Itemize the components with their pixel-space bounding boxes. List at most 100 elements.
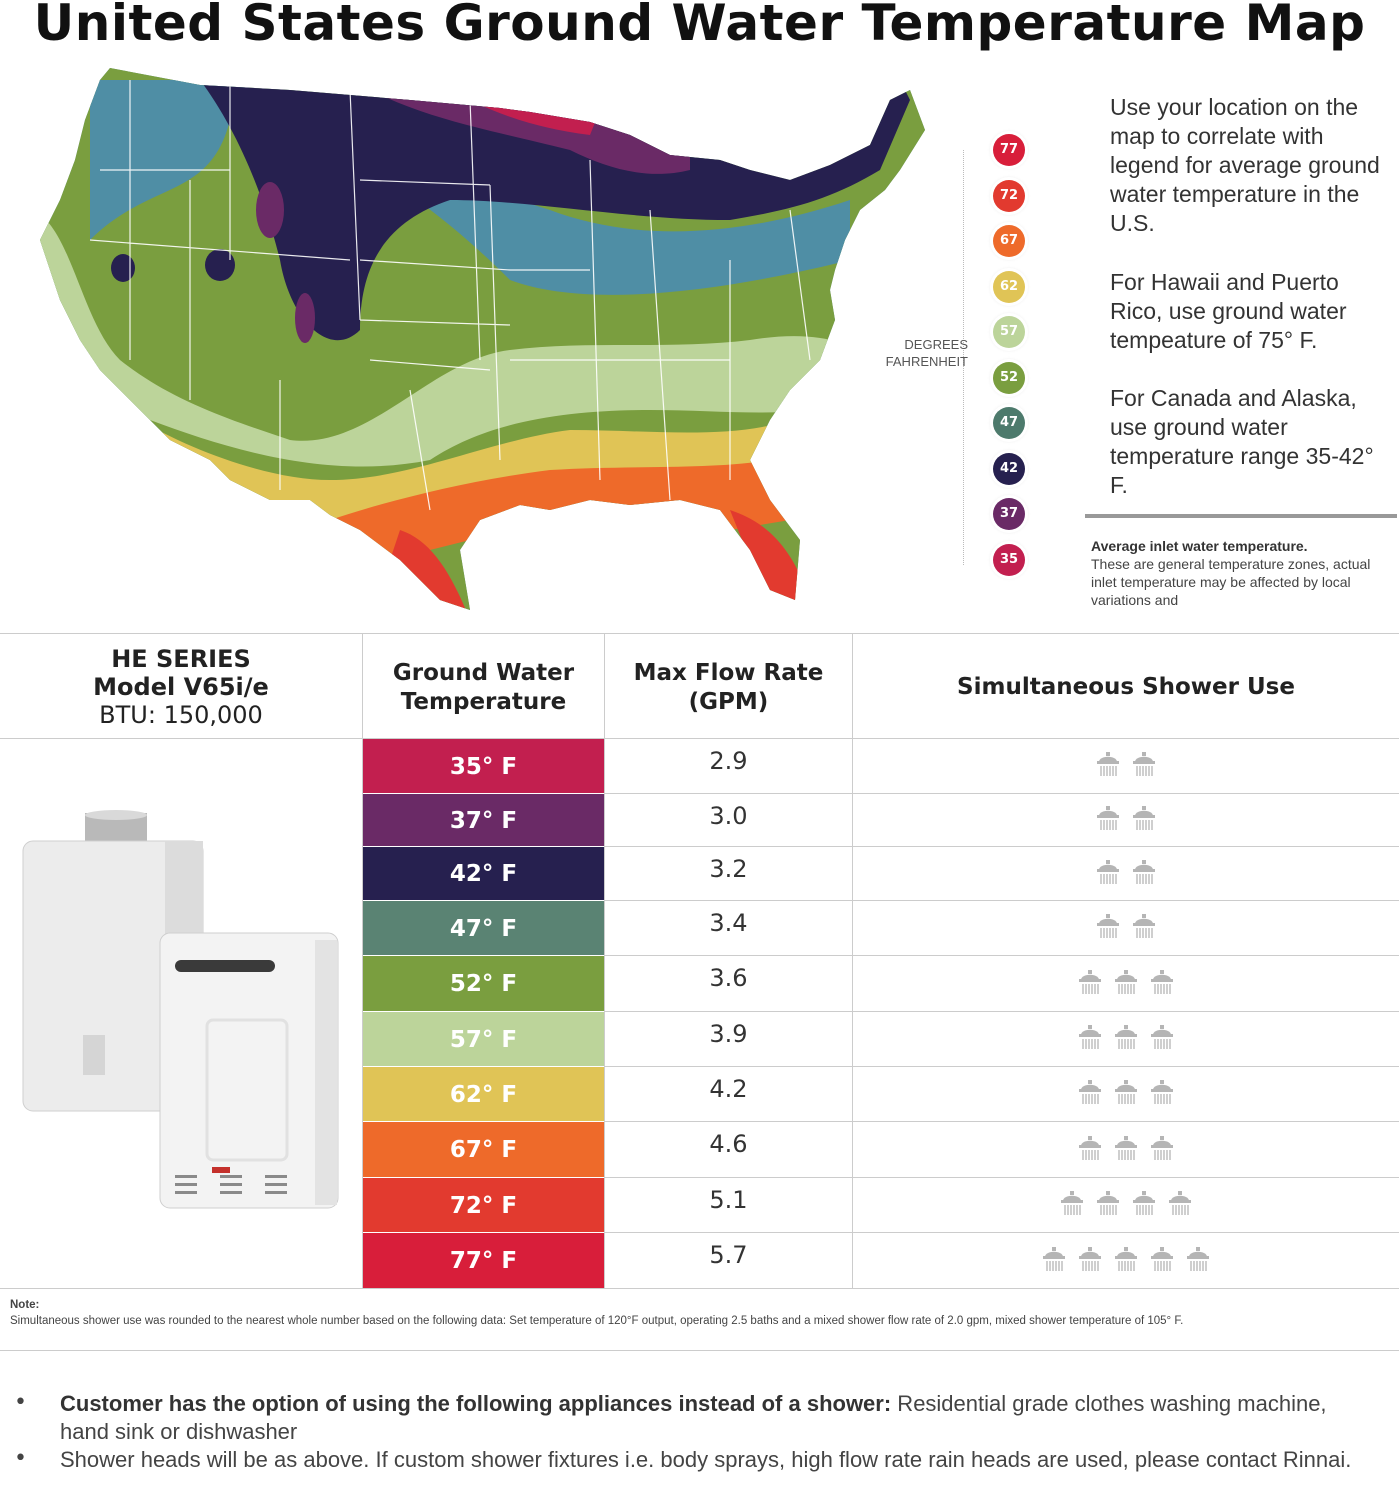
legend-dot-42: 42 [993,453,1025,485]
row-divider [604,1232,1399,1233]
row-divider [604,846,1399,847]
shower-use-cell [853,1012,1399,1066]
shower-head-icon [1075,1022,1105,1056]
legend-unit-line1: DEGREES [904,337,968,352]
temperature-cell: 35° F [363,739,604,793]
row-divider [604,793,1399,794]
hawaii-note: For Hawaii and Puerto Rico, use ground w… [1110,269,1347,353]
legend-dot-67: 67 [993,225,1025,257]
bullet-marker: • [14,1390,27,1415]
shower-head-icon [1129,911,1159,945]
header-max-flow-rate: Max Flow Rate (GPM) [633,660,824,715]
shower-head-icon [1075,1133,1105,1167]
header-simultaneous-shower-use: Simultaneous Shower Use [957,674,1295,700]
model-series: HE SERIES [111,645,251,673]
shower-head-icon [1093,803,1123,837]
shower-head-icon [1183,1244,1213,1278]
bullet-shower-heads: Shower heads will be as above. If custom… [60,1447,1352,1472]
shower-head-icon [1093,911,1123,945]
model-btu: BTU: 150,000 [99,701,263,729]
shower-head-icon [1075,967,1105,1001]
shower-head-icon [1075,1077,1105,1111]
shower-head-icon [1093,1188,1123,1222]
legend-dot-77: 77 [993,134,1025,166]
temperature-cell: 72° F [363,1178,604,1232]
shower-use-cell [853,1067,1399,1121]
row-divider [604,1177,1399,1178]
us-temperature-map [40,68,925,610]
temperature-cell: 77° F [363,1233,604,1288]
water-heater-image [22,810,339,1209]
note-label: Note: [10,1299,40,1311]
shower-head-icon [1147,967,1177,1001]
shower-head-icon [1129,857,1159,891]
legend-dot-62: 62 [993,271,1025,303]
flow-rate-cell: 3.4 [709,909,748,937]
side-divider [1085,514,1397,518]
shower-head-icon [1129,749,1159,783]
column-divider [362,633,363,1288]
row-divider [604,1121,1399,1122]
shower-use-cell [853,1122,1399,1177]
row-divider [604,1011,1399,1012]
canada-note: For Canada and Alaska, use ground water … [1110,385,1374,498]
header-ground-water-temp: Ground Water Temperature [392,660,575,715]
legend-dot-52: 52 [993,362,1025,394]
flow-rate-cell: 4.2 [709,1075,748,1103]
row-divider [604,955,1399,956]
bullet-appliances-text: Residential grade clothes washing machin… [60,1391,1327,1444]
shower-head-icon [1111,967,1141,1001]
shower-use-cell [853,739,1399,793]
table-header-border [0,738,1399,739]
column-divider [604,633,605,1288]
shower-head-icon [1165,1188,1195,1222]
legend-dot-37: 37 [993,498,1025,530]
shower-use-cell [853,1233,1399,1288]
shower-head-icon [1057,1188,1087,1222]
legend-dot-72: 72 [993,180,1025,212]
flow-rate-cell: 5.1 [709,1186,748,1214]
table-bottom-border [0,1288,1399,1289]
flow-rate-cell: 3.6 [709,964,748,992]
bullet-appliances: Customer has the option of using the fol… [60,1390,1380,1446]
shower-head-icon [1111,1133,1141,1167]
legend-unit-label: DEGREES FAHRENHEIT [870,336,968,370]
shower-head-icon [1039,1244,1069,1278]
shower-head-icon [1129,803,1159,837]
model-number: Model V65i/e [93,673,269,701]
flow-rate-cell: 2.9 [709,747,748,775]
shower-use-cell [853,956,1399,1011]
temperature-cell: 62° F [363,1067,604,1121]
row-divider [604,1066,1399,1067]
flow-rate-cell: 5.7 [709,1241,748,1269]
note-text: Simultaneous shower use was rounded to t… [10,1315,1184,1327]
note-bottom-border [0,1350,1399,1351]
shower-head-icon [1147,1077,1177,1111]
shower-head-icon [1111,1077,1141,1111]
shower-head-icon [1111,1022,1141,1056]
temperature-cell: 42° F [363,847,604,900]
table-note: Note: Simultaneous shower use was rounde… [10,1297,1390,1329]
legend-divider [963,150,964,565]
average-inlet-note: Average inlet water temperature. These a… [1091,537,1391,609]
temperature-cell: 37° F [363,794,604,846]
shower-head-icon [1093,857,1123,891]
flow-rate-cell: 3.9 [709,1020,748,1048]
shower-head-icon [1147,1133,1177,1167]
shower-head-icon [1129,1188,1159,1222]
flow-rate-cell: 4.6 [709,1130,748,1158]
bullet-appliances-bold: Customer has the option of using the fol… [60,1391,892,1416]
temperature-cell: 67° F [363,1122,604,1177]
shower-head-icon [1147,1022,1177,1056]
legend-dot-35: 35 [993,544,1025,576]
row-divider [604,900,1399,901]
temperature-cell: 47° F [363,901,604,955]
shower-use-cell [853,1178,1399,1232]
model-info: HE SERIES Model V65i/e BTU: 150,000 [0,645,362,729]
legend-dot-47: 47 [993,407,1025,439]
page-title: United States Ground Water Temperature M… [33,0,1366,52]
shower-use-cell [853,847,1399,900]
legend-dot-57: 57 [993,316,1025,348]
average-inlet-heading: Average inlet water temperature. [1091,538,1308,554]
shower-use-cell [853,901,1399,955]
